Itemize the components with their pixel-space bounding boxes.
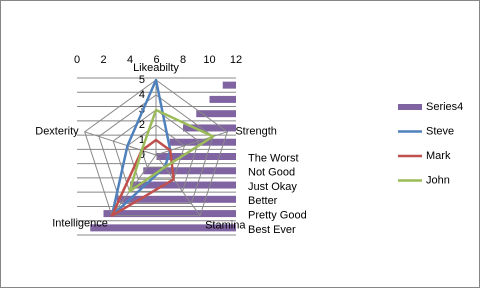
grid-line (112, 109, 200, 192)
y-tick-label: Pretty Good (248, 209, 307, 221)
legend-swatch (398, 104, 422, 110)
x-tick-label: 10 (203, 54, 215, 66)
bar (196, 110, 236, 118)
radar-line (110, 78, 172, 217)
radar-line (128, 108, 215, 193)
bar (222, 81, 236, 89)
y-tick-label: Not Good (248, 167, 295, 179)
y-tick-label: The Worst (248, 152, 299, 164)
grid-line (98, 94, 214, 205)
radar-spoke (84, 131, 157, 156)
r-tick-label: 4 (139, 89, 145, 101)
r-tick-label: 0 (139, 149, 145, 161)
x-tick-label: 0 (74, 54, 80, 66)
x-tick-label: 4 (127, 54, 133, 66)
legend-label: Mark (426, 150, 451, 162)
chart-border (0, 0, 480, 288)
y-tick-label: Just Okay (248, 181, 297, 193)
legend-label: John (426, 174, 450, 186)
axis-category-label: Stamina (205, 220, 246, 232)
axis-category-label: Dexterity (35, 126, 79, 138)
radar-spoke (155, 131, 228, 156)
bar (116, 195, 236, 203)
x-tick-label: 2 (100, 54, 106, 66)
radar-spoke (155, 154, 201, 216)
legend-label: Steve (426, 125, 454, 137)
y-tick-label: Best Ever (248, 224, 296, 236)
r-tick-label: 5 (139, 74, 145, 86)
y-tick-label: Better (248, 195, 278, 207)
x-tick-label: 6 (153, 54, 159, 66)
r-tick-label: 2 (139, 119, 145, 131)
bar (156, 153, 236, 160)
bar (103, 210, 236, 218)
axis-category-label: Strength (235, 126, 277, 138)
radar-spoke (111, 154, 157, 216)
bar (209, 95, 236, 103)
axis-category-label: Likeabilty (133, 62, 179, 74)
x-tick-label: 12 (230, 54, 242, 66)
grid-line (84, 79, 228, 217)
bar (90, 224, 236, 232)
axis-category-label: Intelligence (52, 218, 108, 230)
legend-label: Series4 (426, 101, 463, 113)
x-tick-label: 8 (180, 54, 186, 66)
bar (183, 124, 236, 132)
grid-line (126, 124, 186, 180)
bar (130, 181, 236, 189)
r-tick-label: 1 (139, 134, 145, 146)
radar-line (110, 138, 175, 217)
